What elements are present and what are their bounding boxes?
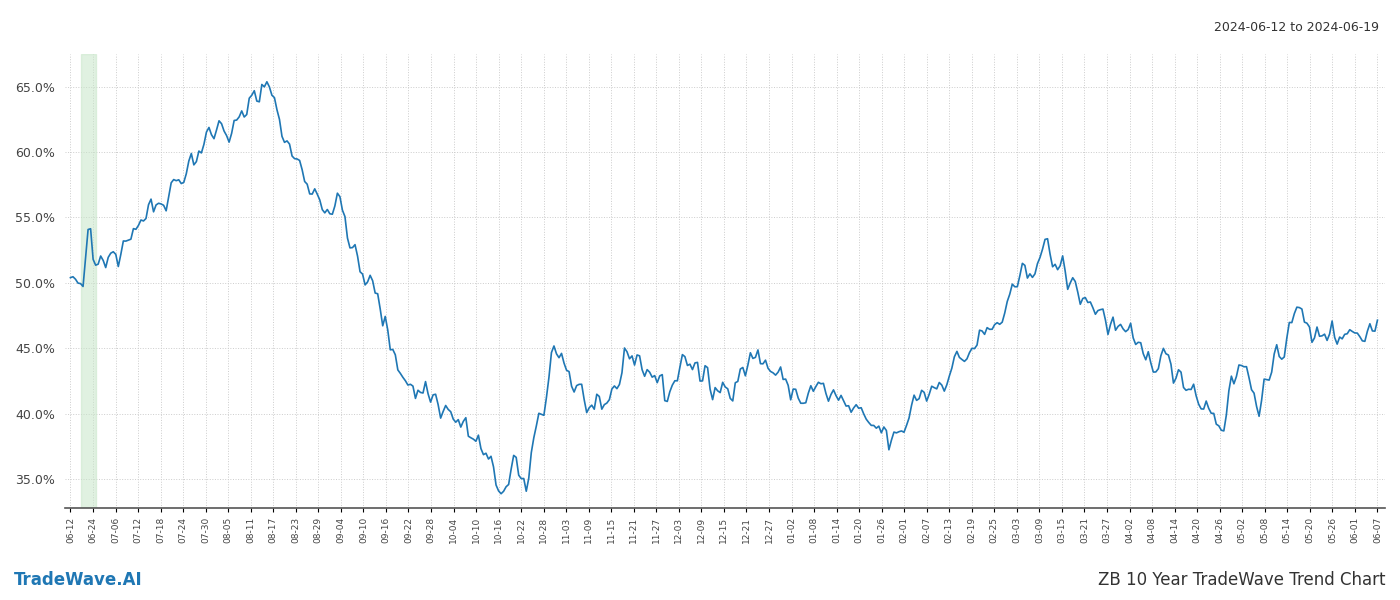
Text: ZB 10 Year TradeWave Trend Chart: ZB 10 Year TradeWave Trend Chart xyxy=(1099,571,1386,589)
Text: 2024-06-12 to 2024-06-19: 2024-06-12 to 2024-06-19 xyxy=(1214,21,1379,34)
Bar xyxy=(81,54,95,508)
Text: TradeWave.AI: TradeWave.AI xyxy=(14,571,143,589)
